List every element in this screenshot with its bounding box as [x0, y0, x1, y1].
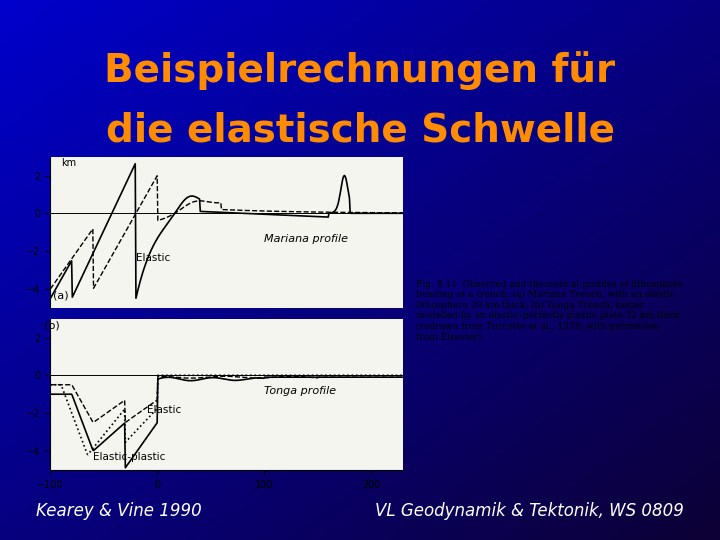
Text: Elastic: Elastic	[136, 253, 170, 262]
Text: Beispielrechnungen für: Beispielrechnungen für	[104, 51, 616, 90]
Text: Mariana profile: Mariana profile	[264, 234, 348, 244]
Text: Kearey & Vine 1990: Kearey & Vine 1990	[36, 502, 202, 519]
Text: Fig. 8.11  Observed and theoretical profiles of lithosphere
bending at a trench:: Fig. 8.11 Observed and theoretical profi…	[416, 280, 683, 341]
Text: die elastische Schwelle: die elastische Schwelle	[106, 112, 614, 150]
Text: Elastic: Elastic	[147, 405, 181, 415]
Text: Elastic-plastic: Elastic-plastic	[93, 453, 166, 462]
Text: VL Geodynamik & Tektonik, WS 0809: VL Geodynamik & Tektonik, WS 0809	[375, 502, 684, 519]
Text: (a): (a)	[53, 291, 68, 300]
Text: km: km	[61, 158, 76, 168]
Text: Tonga profile: Tonga profile	[264, 386, 336, 396]
Text: (b): (b)	[44, 320, 60, 330]
